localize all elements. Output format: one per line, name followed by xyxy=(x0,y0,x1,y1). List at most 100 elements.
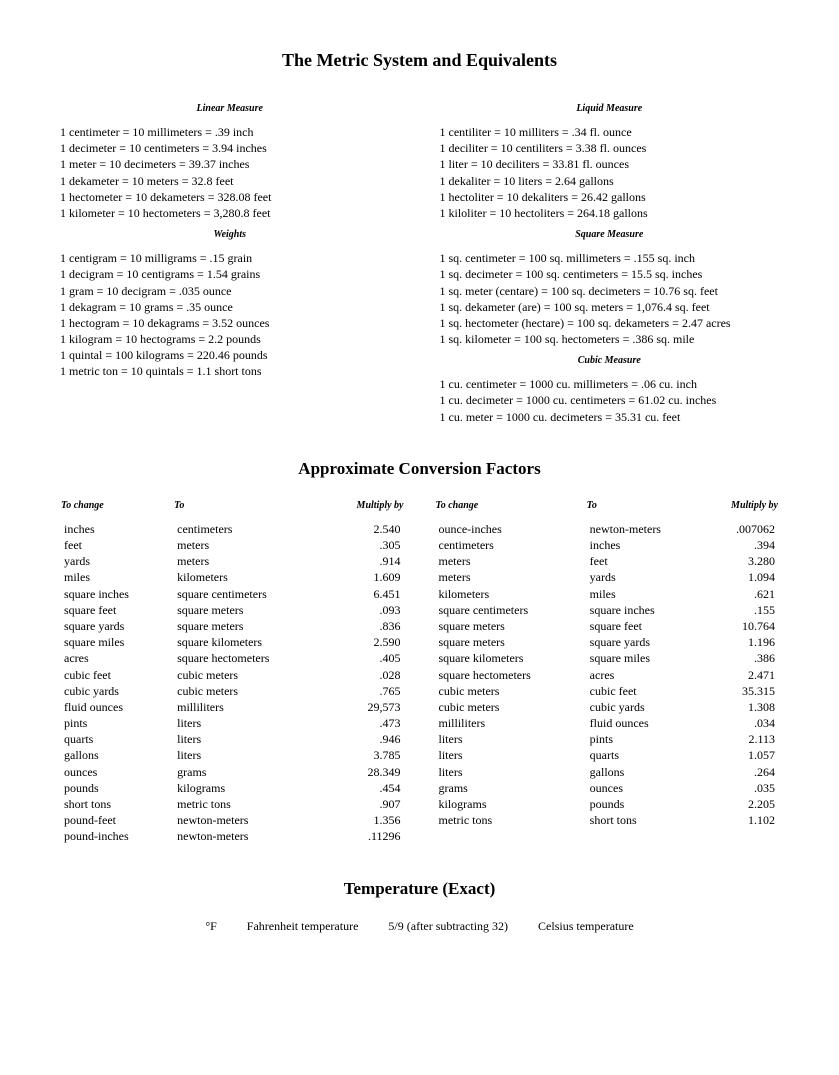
cell-factor: 1.057 xyxy=(705,747,779,763)
linear-title: Linear Measure xyxy=(60,103,400,114)
conv-title: Approximate Conversion Factors xyxy=(60,459,779,479)
table-row: ouncesgrams28.349 xyxy=(60,764,405,780)
conv-table-left: To change To Multiply by inchescentimete… xyxy=(60,499,405,845)
table-row: pintsliters.473 xyxy=(60,715,405,731)
cell-to: newton-meters xyxy=(173,812,328,828)
table-row: quartsliters.946 xyxy=(60,731,405,747)
table-row: square yardssquare meters.836 xyxy=(60,618,405,634)
cell-factor: 29,573 xyxy=(329,699,405,715)
cell-to: yards xyxy=(586,569,706,585)
equiv-line: 1 centigram = 10 milligrams = .15 grain xyxy=(60,250,400,266)
cell-from: inches xyxy=(60,521,173,537)
liquid-title: Liquid Measure xyxy=(440,103,780,114)
cell-to: pints xyxy=(586,731,706,747)
table-row: square centimeterssquare inches.155 xyxy=(435,602,780,618)
temp-formula: 5/9 (after subtracting 32) xyxy=(388,919,508,934)
cell-from: meters xyxy=(435,569,586,585)
cell-from: cubic feet xyxy=(60,667,173,683)
square-title: Square Measure xyxy=(440,229,780,240)
cell-factor: 2.113 xyxy=(705,731,779,747)
cell-from: short tons xyxy=(60,796,173,812)
col-from: To change xyxy=(435,499,586,521)
cell-from: cubic meters xyxy=(435,683,586,699)
cell-factor: .836 xyxy=(329,618,405,634)
equiv-line: 1 hectogram = 10 dekagrams = 3.52 ounces xyxy=(60,315,400,331)
cell-to: square inches xyxy=(586,602,706,618)
table-row: metersyards1.094 xyxy=(435,569,780,585)
cell-to: cubic meters xyxy=(173,683,328,699)
cell-from: square kilometers xyxy=(435,650,586,666)
cell-factor: 2.590 xyxy=(329,634,405,650)
table-row: yardsmeters.914 xyxy=(60,553,405,569)
cell-from: liters xyxy=(435,747,586,763)
cell-from: pound-inches xyxy=(60,828,173,844)
table-row: square feetsquare meters.093 xyxy=(60,602,405,618)
cell-factor: 3.785 xyxy=(329,747,405,763)
cell-to: centimeters xyxy=(173,521,328,537)
cell-to: kilograms xyxy=(173,780,328,796)
conv-left-body: inchescentimeters2.540feetmeters.305yard… xyxy=(60,521,405,845)
cell-factor: .454 xyxy=(329,780,405,796)
cell-factor: .11296 xyxy=(329,828,405,844)
table-row: millilitersfluid ounces.034 xyxy=(435,715,780,731)
table-row: cubic meterscubic yards1.308 xyxy=(435,699,780,715)
cubic-lines: 1 cu. centimeter = 1000 cu. millimeters … xyxy=(440,376,780,425)
cell-factor: .028 xyxy=(329,667,405,683)
cell-factor: .007062 xyxy=(705,521,779,537)
cell-to: liters xyxy=(173,715,328,731)
cell-from: miles xyxy=(60,569,173,585)
equiv-line: 1 dekagram = 10 grams = .35 ounce xyxy=(60,299,400,315)
cell-from: pints xyxy=(60,715,173,731)
cell-to: newton-meters xyxy=(173,828,328,844)
table-row: mileskilometers1.609 xyxy=(60,569,405,585)
cell-to: meters xyxy=(173,553,328,569)
equiv-line: 1 cu. decimeter = 1000 cu. centimeters =… xyxy=(440,392,780,408)
table-row: square milessquare kilometers2.590 xyxy=(60,634,405,650)
cell-factor: .946 xyxy=(329,731,405,747)
square-lines: 1 sq. centimeter = 100 sq. millimeters =… xyxy=(440,250,780,347)
cell-from: acres xyxy=(60,650,173,666)
cell-from: square centimeters xyxy=(435,602,586,618)
cell-factor: .264 xyxy=(705,764,779,780)
cell-to: square miles xyxy=(586,650,706,666)
col-by: Multiply by xyxy=(329,499,405,521)
col-to: To xyxy=(173,499,328,521)
cell-to: pounds xyxy=(586,796,706,812)
conv-table-right: To change To Multiply by ounce-inchesnew… xyxy=(435,499,780,829)
liquid-lines: 1 centiliter = 10 milliters = .34 fl. ou… xyxy=(440,124,780,221)
cell-factor: 1.308 xyxy=(705,699,779,715)
table-row: litersgallons.264 xyxy=(435,764,780,780)
cell-to: cubic feet xyxy=(586,683,706,699)
cell-from: cubic meters xyxy=(435,699,586,715)
cell-to: milliliters xyxy=(173,699,328,715)
table-row: litersquarts1.057 xyxy=(435,747,780,763)
cell-from: kilograms xyxy=(435,796,586,812)
cell-to: square yards xyxy=(586,634,706,650)
table-row: pound-feetnewton-meters1.356 xyxy=(60,812,405,828)
cell-factor: 2.471 xyxy=(705,667,779,683)
table-row: inchescentimeters2.540 xyxy=(60,521,405,537)
cell-from: pounds xyxy=(60,780,173,796)
table-row: acressquare hectometers.405 xyxy=(60,650,405,666)
temp-row: °F Fahrenheit temperature 5/9 (after sub… xyxy=(60,919,779,934)
cell-to: liters xyxy=(173,747,328,763)
equiv-line: 1 quintal = 100 kilograms = 220.46 pound… xyxy=(60,347,400,363)
cell-factor: .093 xyxy=(329,602,405,618)
cell-factor: 1.196 xyxy=(705,634,779,650)
equiv-line: 1 sq. meter (centare) = 100 sq. decimete… xyxy=(440,283,780,299)
cell-factor: .914 xyxy=(329,553,405,569)
cell-to: square hectometers xyxy=(173,650,328,666)
cell-to: cubic meters xyxy=(173,667,328,683)
cell-to: metric tons xyxy=(173,796,328,812)
table-row: square hectometersacres2.471 xyxy=(435,667,780,683)
cell-factor: .473 xyxy=(329,715,405,731)
cell-from: gallons xyxy=(60,747,173,763)
equiv-line: 1 cu. centimeter = 1000 cu. millimeters … xyxy=(440,376,780,392)
cell-from: metric tons xyxy=(435,812,586,828)
temp-fahrenheit: Fahrenheit temperature xyxy=(247,919,359,934)
temp-celsius: Celsius temperature xyxy=(538,919,634,934)
table-row: gramsounces.035 xyxy=(435,780,780,796)
cell-from: kilometers xyxy=(435,586,586,602)
cell-to: short tons xyxy=(586,812,706,828)
equiv-line: 1 sq. centimeter = 100 sq. millimeters =… xyxy=(440,250,780,266)
